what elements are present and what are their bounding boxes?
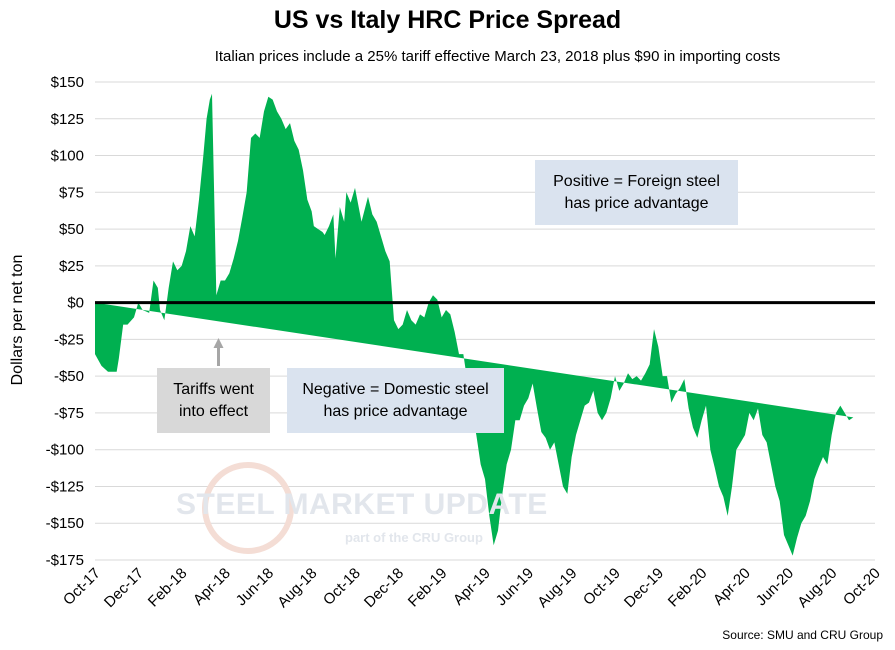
y-tick-label: -$75 [54,405,84,422]
y-tick-label: -$125 [46,478,84,495]
watermark-brand: STEEL MARKET UPDATE [176,488,548,521]
spread-area [95,93,854,556]
annotation-positive-line2: has price advantage [564,194,709,212]
y-axis-label: Dollars per net ton [9,254,26,386]
x-tick-label: Apr-18 [190,565,234,609]
x-tick-label: Apr-20 [710,565,754,609]
x-tick-label: Aug-20 [794,565,840,611]
x-tick-label: Oct-18 [320,565,364,609]
y-tick-label: -$150 [46,515,84,532]
y-tick-label: $100 [51,148,84,165]
x-tick-label: Feb-18 [145,565,191,611]
y-tick-label: -$50 [54,368,84,385]
watermark-sub: part of the CRU Group [345,530,483,545]
x-tick-label: Apr-19 [450,565,494,609]
x-tick-label: Dec-19 [621,565,667,611]
annotation-negative-line1: Negative = Domestic steel [302,380,489,398]
y-tick-label: -$25 [54,331,84,348]
x-tick-label: Oct-19 [580,565,624,609]
y-tick-label: $0 [67,295,84,312]
x-tick-label: Oct-20 [840,565,884,609]
annotation-tariff-line2: into effect [178,402,249,420]
x-tick-label: Dec-17 [101,565,147,611]
y-tick-label: $50 [59,221,84,238]
x-tick-label: Jun-20 [753,565,797,609]
annotation-negative: Negative = Domestic steel has price adva… [287,368,504,433]
x-tick-label: Aug-18 [274,565,320,611]
y-tick-label: $125 [51,111,84,128]
arrow-head-icon [213,338,224,348]
watermark-logo-icon [202,462,294,554]
annotation-tariff-line1: Tariffs went [173,380,254,398]
annotation-negative-line2: has price advantage [323,402,468,420]
y-tick-label: $150 [51,74,84,91]
annotation-tariff: Tariffs went into effect [157,368,270,433]
x-tick-label: Aug-19 [534,565,580,611]
y-tick-label: $75 [59,184,84,201]
y-tick-label: -$100 [46,442,84,459]
x-tick-label: Dec-18 [361,565,407,611]
y-tick-label: -$175 [46,552,84,569]
x-tick-label: Jun-18 [233,565,277,609]
annotation-positive-line1: Positive = Foreign steel [553,172,720,190]
x-tick-label: Oct-17 [60,565,104,609]
annotation-positive: Positive = Foreign steel has price advan… [535,160,738,225]
source-note: Source: SMU and CRU Group [722,628,883,642]
tariff-arrow [213,338,224,366]
y-tick-label: $25 [59,258,84,275]
x-tick-label: Feb-20 [665,565,711,611]
y-tick-labels: $150 $125 $100 $75 $50 $25 $0 -$25 -$50 -$75 -$100… [46,74,84,569]
chart-subtitle: Italian prices include a 25% tariff effe… [214,48,781,65]
area-layer [95,93,854,556]
x-tick-label: Jun-19 [493,565,537,609]
x-tick-label: Feb-19 [405,565,451,611]
chart-title: US vs Italy HRC Price Spread [273,6,622,34]
